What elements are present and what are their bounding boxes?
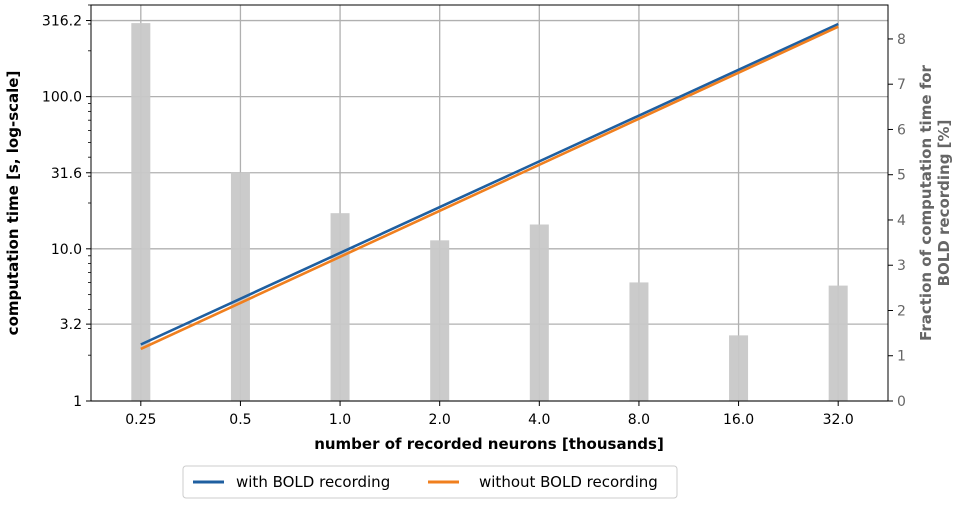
bar-7 bbox=[828, 285, 848, 401]
y-left-tick-label-1: 3.2 bbox=[60, 317, 82, 333]
bar-3 bbox=[430, 240, 450, 401]
grid-layer bbox=[91, 5, 888, 402]
y-right-tick-label-5: 5 bbox=[897, 168, 906, 184]
y-right-tick-label-0: 0 bbox=[897, 394, 906, 410]
bar-2 bbox=[330, 213, 350, 401]
axis-layer: 0.25 0.5 1.0 2.0 4.0 8.0 16.0 32.0 1 3.2 10.0 31.6 1… bbox=[42, 4, 906, 428]
y-right-tick-label-4: 4 bbox=[897, 213, 906, 229]
x-axis-title: number of recorded neurons [thousands] bbox=[314, 435, 664, 453]
x-tick-label-6: 16.0 bbox=[723, 412, 754, 428]
plot-frame bbox=[90, 4, 889, 402]
y-right-axis-title-line2: BOLD recording [%] bbox=[935, 120, 953, 287]
y-left-tick-label-2: 10.0 bbox=[51, 242, 82, 258]
series-line-1 bbox=[140, 25, 839, 351]
legend-label-without-bold: without BOLD recording bbox=[479, 473, 658, 491]
y-right-tick-label-3: 3 bbox=[897, 258, 906, 274]
y-right-tick-label-1: 1 bbox=[897, 349, 906, 365]
y-left-tick-label-3: 31.6 bbox=[51, 166, 82, 182]
y-right-tick-label-7: 7 bbox=[897, 77, 906, 93]
x-tick-label-2: 1.0 bbox=[329, 412, 351, 428]
y-right-tick-label-2: 2 bbox=[897, 303, 906, 319]
y-right-tick-label-8: 8 bbox=[897, 32, 906, 48]
bar-4 bbox=[529, 224, 549, 401]
series-line-0 bbox=[140, 22, 839, 346]
bar-6 bbox=[729, 335, 749, 401]
y-left-axis-title: computation time [s, log-scale] bbox=[4, 71, 22, 336]
x-tick-label-3: 2.0 bbox=[429, 412, 451, 428]
bar-5 bbox=[629, 282, 649, 401]
bar-0 bbox=[131, 23, 151, 402]
y-left-tick-label-0: 1 bbox=[73, 394, 82, 410]
x-tick-label-4: 4.0 bbox=[528, 412, 550, 428]
x-tick-label-1: 0.5 bbox=[229, 412, 251, 428]
y-right-tick-label-6: 6 bbox=[897, 122, 906, 138]
x-tick-label-7: 32.0 bbox=[823, 412, 854, 428]
legend: with BOLD recording without BOLD recordi… bbox=[182, 465, 678, 499]
legend-label-with-bold: with BOLD recording bbox=[236, 473, 390, 491]
x-tick-label-0: 0.25 bbox=[125, 412, 156, 428]
y-left-tick-label-4: 100.0 bbox=[42, 90, 82, 106]
line-layer bbox=[140, 22, 839, 351]
y-left-tick-label-5: 316.2 bbox=[42, 14, 82, 30]
y-right-axis-title-line1: Fraction of computation time for bbox=[917, 64, 935, 340]
bar-1 bbox=[230, 172, 250, 401]
x-tick-label-5: 8.0 bbox=[628, 412, 650, 428]
bar-layer bbox=[131, 23, 848, 402]
